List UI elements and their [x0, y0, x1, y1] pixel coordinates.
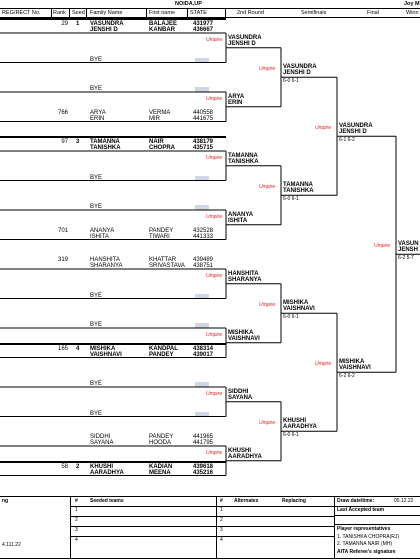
alternate-row-number: 2	[220, 518, 223, 523]
alternate-row-number: 1	[220, 508, 223, 513]
alternates-title: Alternates	[234, 499, 258, 504]
draw-date-value: 05.12.22	[394, 499, 413, 504]
draw-date-label: Draw date/time:	[337, 499, 374, 504]
seeded-hash: #	[75, 499, 78, 504]
player-rep-1: 1. TANISHKA CHOPRA(RJ)	[337, 535, 399, 540]
replacing-title: Replacing	[282, 499, 306, 504]
seeded-title: Seeded teams	[90, 499, 124, 504]
last-accepted-team: Last Accepted team	[337, 508, 384, 513]
alternate-row-number: 3	[220, 528, 223, 533]
footer-left-date: 4.111.22	[2, 543, 21, 548]
seeded-row-number: 3	[75, 528, 78, 533]
seeded-row-number: 4	[75, 538, 78, 543]
player-representatives: Player representatives	[337, 527, 390, 532]
player-rep-2: 2. TAMANNA NAIR (MH)	[337, 542, 392, 547]
referee-signature: AITA Referee's signature	[337, 550, 396, 555]
alternate-row-number: 4	[220, 538, 223, 543]
alternates-hash: #	[220, 499, 223, 504]
seeded-row-number: 1	[75, 508, 78, 513]
footer-left-label: ng	[2, 499, 8, 504]
seeded-row-number: 2	[75, 518, 78, 523]
